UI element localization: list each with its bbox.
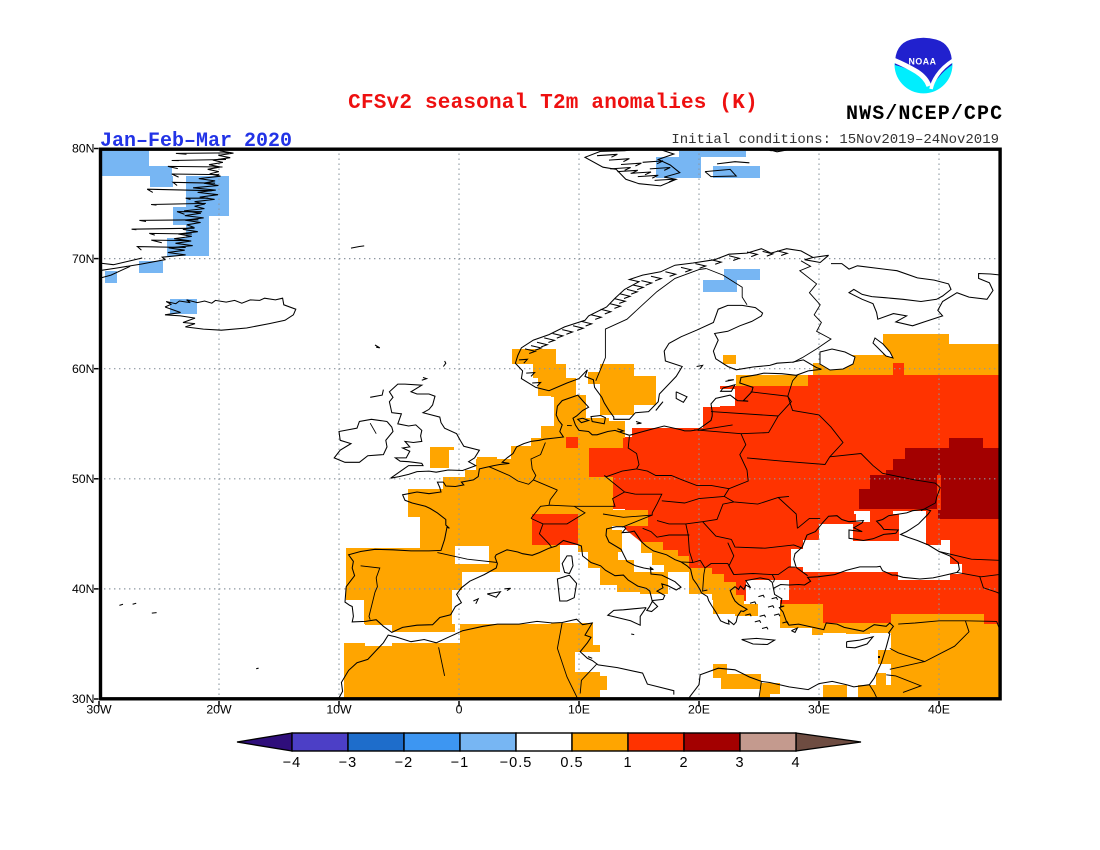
- svg-text:−0.5: −0.5: [500, 755, 533, 771]
- svg-text:20W: 20W: [206, 703, 232, 717]
- svg-text:1: 1: [623, 755, 632, 771]
- svg-text:70N: 70N: [72, 252, 95, 266]
- svg-text:NWS/NCEP/CPC: NWS/NCEP/CPC: [846, 103, 1003, 126]
- svg-text:−1: −1: [451, 755, 470, 771]
- svg-text:30W: 30W: [86, 703, 112, 717]
- svg-text:40E: 40E: [928, 703, 950, 717]
- svg-text:10W: 10W: [326, 703, 352, 717]
- svg-text:30E: 30E: [808, 703, 830, 717]
- svg-text:4: 4: [791, 755, 800, 771]
- svg-text:Initial conditions: 15Nov2019–: Initial conditions: 15Nov2019–24Nov2019: [671, 132, 999, 148]
- svg-text:50N: 50N: [72, 472, 95, 486]
- svg-text:0.5: 0.5: [560, 755, 583, 771]
- svg-text:0: 0: [456, 703, 463, 717]
- svg-text:−3: −3: [339, 755, 358, 771]
- svg-text:20E: 20E: [688, 703, 710, 717]
- svg-text:60N: 60N: [72, 362, 95, 376]
- svg-text:80N: 80N: [72, 142, 95, 156]
- svg-text:NOAA: NOAA: [909, 57, 937, 67]
- svg-text:3: 3: [735, 755, 744, 771]
- svg-text:10E: 10E: [568, 703, 590, 717]
- svg-text:Jan–Feb–Mar 2020: Jan–Feb–Mar 2020: [100, 130, 292, 153]
- svg-text:CFSv2 seasonal T2m anomalies (: CFSv2 seasonal T2m anomalies (K): [348, 92, 758, 115]
- svg-text:30N: 30N: [72, 692, 95, 706]
- svg-text:2: 2: [679, 755, 688, 771]
- svg-text:−2: −2: [395, 755, 414, 771]
- svg-text:40N: 40N: [72, 582, 95, 596]
- svg-text:−4: −4: [283, 755, 302, 771]
